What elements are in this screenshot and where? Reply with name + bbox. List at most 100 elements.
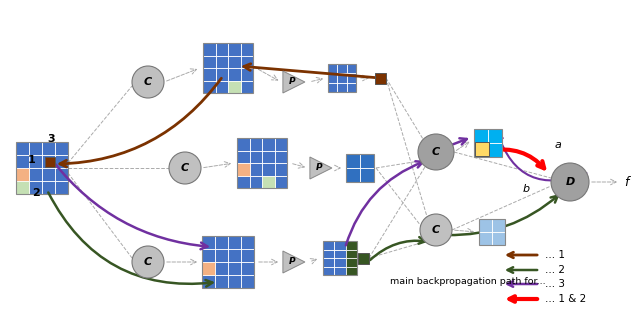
Circle shape (132, 66, 164, 98)
Bar (346, 154, 374, 182)
Bar (216, 81, 228, 93)
Bar (250, 163, 262, 175)
Bar (347, 64, 356, 73)
Bar (29, 155, 42, 168)
Circle shape (551, 163, 589, 201)
Bar (241, 43, 253, 56)
Circle shape (169, 152, 201, 184)
Bar (346, 241, 357, 249)
Bar (334, 241, 346, 249)
Bar (237, 163, 250, 175)
Bar (479, 232, 492, 245)
Text: 3: 3 (47, 134, 54, 144)
Bar (323, 258, 334, 266)
Bar (241, 68, 253, 81)
Bar (492, 232, 505, 245)
Bar (202, 249, 215, 262)
Bar (16, 142, 29, 155)
Bar (202, 236, 254, 288)
Polygon shape (283, 251, 305, 273)
Bar (479, 219, 505, 245)
Bar (216, 43, 228, 56)
Bar (55, 168, 68, 181)
Text: 2: 2 (32, 188, 40, 198)
Bar (228, 81, 241, 93)
Bar (328, 73, 337, 83)
Bar (16, 155, 29, 168)
Bar (237, 163, 250, 175)
Bar (346, 266, 357, 275)
Bar (337, 73, 347, 83)
Bar (237, 175, 250, 188)
Text: 1: 1 (28, 155, 36, 165)
Bar (334, 258, 346, 266)
Bar (323, 249, 334, 258)
Bar (474, 143, 488, 157)
Bar (241, 81, 253, 93)
Bar (474, 129, 502, 157)
Bar (216, 68, 228, 81)
Bar (262, 175, 275, 188)
Bar (203, 43, 216, 56)
Bar (241, 275, 254, 288)
Bar (374, 73, 385, 84)
Text: ... 3: ... 3 (545, 279, 565, 289)
Bar (479, 219, 505, 245)
Bar (323, 241, 334, 249)
Bar (42, 181, 55, 194)
Bar (358, 252, 369, 263)
Bar (337, 64, 347, 73)
Bar (202, 262, 215, 275)
Bar (346, 249, 357, 258)
Bar (237, 138, 287, 188)
Text: main backpropagation path for...: main backpropagation path for... (390, 276, 546, 285)
Polygon shape (310, 157, 332, 179)
Bar (250, 151, 262, 163)
Bar (42, 142, 55, 155)
Bar (474, 129, 502, 157)
Bar (55, 155, 68, 168)
Text: ... 1: ... 1 (545, 250, 565, 260)
Bar (55, 142, 68, 155)
Bar (237, 138, 250, 151)
Bar (241, 249, 254, 262)
Bar (334, 266, 346, 275)
Bar (42, 168, 55, 181)
Bar (203, 81, 216, 93)
Bar (241, 262, 254, 275)
Bar (334, 249, 346, 258)
Text: P: P (289, 257, 295, 266)
Bar (16, 142, 68, 194)
Bar (228, 262, 241, 275)
Bar (346, 241, 357, 249)
Polygon shape (283, 71, 305, 93)
Bar (360, 168, 374, 182)
Bar (228, 43, 241, 56)
Bar (215, 275, 228, 288)
Bar (262, 175, 275, 188)
Bar (29, 142, 42, 155)
Bar (492, 219, 505, 232)
Bar (346, 258, 357, 266)
Bar (323, 266, 334, 275)
Bar (203, 68, 216, 81)
Bar (346, 249, 357, 258)
Circle shape (418, 134, 454, 170)
Bar (228, 249, 241, 262)
Bar (237, 138, 287, 188)
Bar (347, 83, 356, 92)
Bar (16, 181, 29, 194)
Bar (323, 241, 357, 275)
Bar (55, 181, 68, 194)
Bar (250, 175, 262, 188)
Bar (474, 129, 488, 143)
Text: C: C (144, 257, 152, 267)
Text: C: C (144, 77, 152, 87)
Bar (16, 142, 68, 194)
Bar (202, 236, 215, 249)
Bar (203, 43, 253, 93)
Bar (202, 262, 215, 275)
Bar (479, 219, 492, 232)
Bar (346, 154, 374, 182)
Bar (346, 168, 360, 182)
